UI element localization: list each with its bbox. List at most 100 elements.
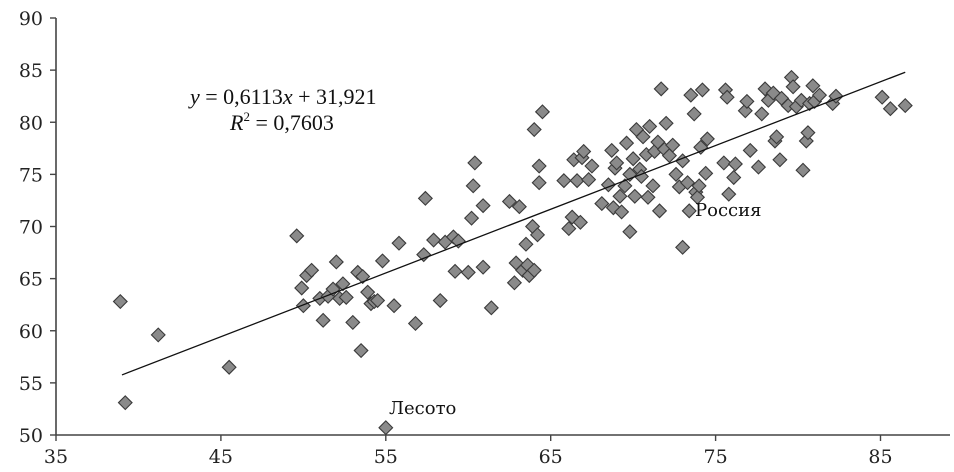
data-point [665,137,681,153]
data-point [675,239,691,255]
data-point [483,300,499,316]
y-tick-label: 70 [19,217,43,239]
data-point [416,247,432,263]
y-tick-label: 60 [19,321,43,343]
data-point [739,93,755,109]
axes [55,18,950,436]
data-point [315,312,331,328]
y-tick-label: 55 [19,373,43,395]
data-point [614,204,630,220]
data-point [604,142,620,158]
data-point [719,89,735,105]
data-point [800,125,816,141]
data-point [785,79,801,95]
y-tick-label: 80 [19,112,43,134]
x-tick-label: 65 [539,446,563,468]
data-point [658,115,674,131]
data-point [681,203,697,219]
data-point [374,253,391,269]
data-points [112,69,913,436]
data-point [534,104,551,120]
data-point [569,173,585,189]
data-point [679,175,696,191]
data-point [511,199,527,215]
data-point [691,178,707,194]
eq-tail: + 31,921 [293,84,377,109]
data-point [378,420,394,436]
data-point [668,166,684,182]
data-point [447,263,463,279]
data-point [686,106,702,122]
data-point [882,101,898,117]
data-point [417,190,433,206]
data-point [693,139,709,155]
data-point [391,235,407,251]
data-point [475,198,491,214]
data-point [345,314,361,330]
data-point [335,276,351,292]
data-point [716,155,732,171]
r2-sup: 2 [243,109,250,124]
data-point [874,89,890,105]
data-point [450,233,466,249]
data-point [689,189,706,205]
data-point [526,121,542,138]
data-point [769,129,785,145]
data-point [221,359,237,375]
data-point [828,88,844,104]
data-point [625,151,641,167]
data-point [432,292,448,309]
data-point [531,158,547,174]
data-point [501,193,518,210]
data-point [811,87,828,103]
data-point [355,268,371,285]
data-point [609,155,625,171]
data-point [426,232,442,248]
data-point [576,143,592,160]
data-point [754,106,770,122]
data-point [338,289,354,305]
data-point [795,162,811,178]
data-point [653,81,669,97]
data-point [407,315,424,332]
data-point [460,264,476,280]
data-point [475,259,491,275]
data-point [304,262,320,278]
regression-equation: y = 0,6113x + 31,921 R2 = 0,7603 [188,84,377,135]
y-tick-label: 75 [19,164,43,186]
data-point [750,159,767,175]
data-point [386,298,402,314]
data-point [645,178,661,194]
data-point [526,262,542,278]
data-point [635,129,651,145]
data-point [661,148,678,164]
trend-line [121,71,906,376]
data-point [294,280,310,296]
data-point [612,188,628,204]
y-ticks: 50 55 60 65 70 75 80 85 90 [19,8,56,447]
data-point [642,118,658,134]
x-ticks: 35 45 55 65 75 85 [44,435,893,468]
data-point [622,224,638,240]
data-point [742,142,758,158]
data-point [727,156,743,172]
eq-var: x [282,84,293,109]
data-point [529,227,546,243]
data-point [295,298,311,314]
data-point [581,172,597,188]
data-point [594,195,610,212]
data-point [467,155,483,171]
data-point [463,210,480,226]
eq-rhs: = 0,6113 [200,84,283,109]
data-point [531,175,547,191]
data-point [584,158,600,174]
data-point [506,275,522,291]
data-point [897,97,913,114]
data-point [675,153,691,169]
data-point [627,188,643,204]
data-point [698,165,714,181]
r2-tail: = 0,7603 [250,110,334,135]
data-point [721,186,737,202]
data-point [353,342,369,359]
